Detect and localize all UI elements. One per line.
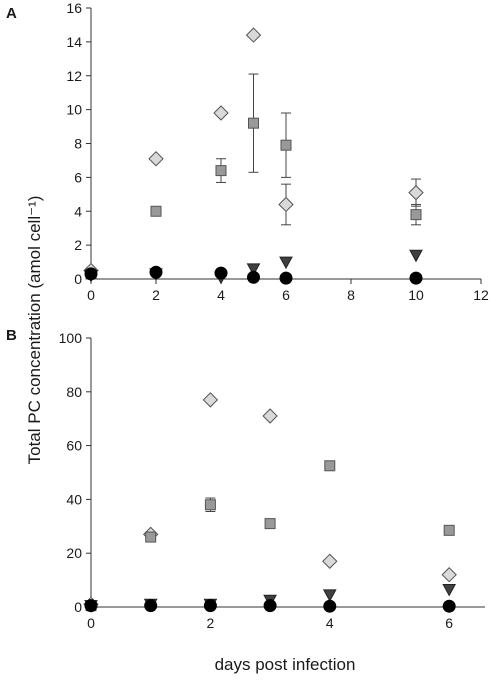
panel-a-square-point: [280, 139, 292, 151]
panel-b-y-tick-label: 20: [66, 545, 82, 561]
panel-b-y-tick-label: 80: [66, 384, 82, 400]
panel-a-y-tick-label: 8: [74, 136, 82, 152]
panel-b-x-tick-label: 0: [87, 615, 95, 631]
panel-a-x-tick-label: 6: [282, 287, 290, 303]
panel-a-triangle-down-point: [246, 263, 261, 276]
panel-a-x-tick-label: 0: [87, 287, 95, 303]
panel-a-y-tick-label: 16: [66, 0, 82, 16]
panel-b-label: B: [6, 327, 17, 344]
panel-b-triangle-down-point: [322, 589, 337, 602]
panel-a-diamond-point: [148, 151, 164, 167]
panel-b-circle-point: [203, 599, 217, 613]
panel-b-circle-point: [144, 599, 158, 613]
panel-a-square-point: [215, 165, 227, 177]
panel-b-square-point: [204, 499, 216, 511]
panel-b-y-tick-label: 100: [59, 330, 83, 346]
panel-a-x-tick-label: 10: [408, 287, 424, 303]
panel-b-diamond-point: [322, 553, 338, 569]
panel-a-triangle-down-point: [409, 249, 423, 263]
panel-a-y-tick-label: 6: [74, 169, 82, 185]
panel-a-circle-point: [149, 265, 163, 279]
panel-b-circle-point: [263, 599, 277, 613]
panel-b-square-point: [443, 524, 455, 536]
panel-a-y-tick-label: 4: [74, 203, 82, 219]
panel-a-circle-point: [409, 271, 423, 285]
panel-b-square-point: [324, 460, 336, 472]
panel-a-diamond-point: [245, 27, 262, 43]
panel-a-plot: 0 2 4 6 8 10 12 14 16 0 2 4 6 8 10 12: [66, 0, 489, 303]
panel-b-square-point: [264, 518, 276, 530]
panel-b-square-point: [145, 531, 157, 543]
panel-b-diamond-point: [441, 567, 457, 583]
panel-a-square-point: [410, 209, 422, 221]
panel-b-diamond-point: [262, 408, 278, 424]
panel-a-circle-point: [279, 271, 293, 285]
panel-a-square-point: [150, 205, 162, 217]
panel-a-diamond-point: [408, 184, 424, 201]
panel-a-y-tick-label: 10: [66, 102, 82, 118]
panel-b-x-tick-label: 6: [445, 615, 453, 631]
panel-b-circle-point: [323, 599, 337, 613]
panel-a-x-tick-label: 8: [347, 287, 355, 303]
panel-b-x-tick-label: 2: [206, 615, 214, 631]
panel-b-circle-point: [442, 599, 456, 613]
panel-a-diamond-point: [278, 196, 294, 213]
panel-b-circle-point: [84, 599, 98, 613]
x-axis-title: days post infection: [215, 655, 356, 674]
panel-b-y-tick-label: 0: [74, 599, 82, 615]
panel-a-x-tick-label: 4: [217, 287, 225, 303]
panel-a-square-point: [248, 117, 259, 129]
panel-a-circle-point: [84, 267, 98, 281]
panel-a-circle-point: [214, 266, 228, 280]
panel-a-label: A: [6, 5, 17, 22]
panel-b-x-tick-label: 4: [326, 615, 334, 631]
panel-a-y-tick-label: 2: [74, 237, 82, 253]
panel-b-y-tick-label: 60: [66, 438, 82, 454]
panel-a-circle-point: [247, 270, 260, 284]
panel-b-triangle-down-point: [442, 584, 457, 597]
panel-a-diamond-point: [213, 105, 229, 121]
panel-b-y-tick-label: 40: [66, 491, 82, 507]
panel-a-y-tick-label: 14: [66, 34, 82, 50]
y-axis-title: Total PC concentration (amol cell⁻¹): [25, 196, 44, 465]
panel-a-x-tick-label: 12: [473, 287, 489, 303]
panel-a-triangle-down-point: [279, 256, 293, 270]
panel-b-plot: 0 20 40 60 80 100 0 2 4 6: [59, 330, 485, 631]
panel-a-y-tick-label: 0: [74, 271, 82, 287]
panel-a-x-tick-label: 2: [152, 287, 160, 303]
panel-b-diamond-point: [202, 392, 219, 408]
panel-a-y-tick-label: 12: [66, 68, 82, 84]
